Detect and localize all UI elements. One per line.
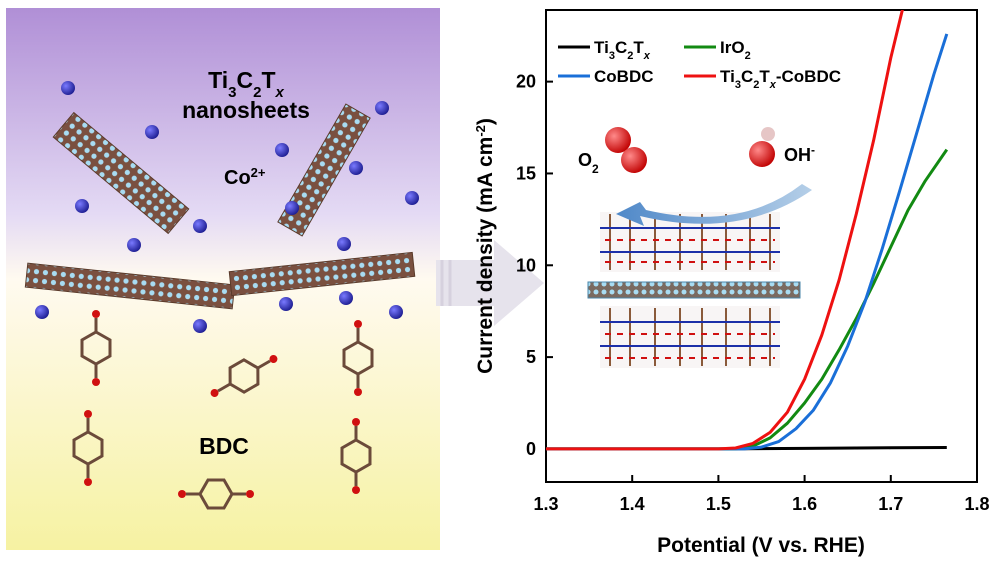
legend-label-cobdc: CoBDC [594,67,654,86]
bdc-molecules [72,310,374,510]
series-lines [546,10,949,451]
y-axis-label: Current density (mA cm-2) [473,118,498,374]
x-tick-label: 1.4 [620,494,645,514]
cobalt-ion [375,101,389,115]
o2-molecule-atom [605,127,631,153]
o2-molecule-atom [621,147,647,173]
cobalt-ion [193,219,207,233]
series-line-ti3c2tx-cobdc [546,10,904,451]
inset-structure: O2 OH- [578,127,815,368]
oh-hydrogen-atom [761,127,775,141]
bdc-molecule [342,320,374,396]
bdc-molecule [340,418,372,494]
cobalt-ion [405,191,419,205]
x-tick-label: 1.6 [792,494,817,514]
cobalt-ion [127,238,141,252]
series-line-iro2 [546,148,949,451]
y-tick-label: 20 [516,72,536,92]
x-tick-label: 1.7 [878,494,903,514]
y-tick-label: 15 [516,163,536,183]
bdc-molecule [72,410,104,486]
x-tick-label: 1.3 [533,494,558,514]
x-tick-label: 1.8 [964,494,989,514]
y-tick-label: 5 [526,347,536,367]
inset-nanosheet [587,281,801,299]
cobalt-ion [337,237,351,251]
synthesis-illustration: Ti3C2Tx nanosheets Co2+ BDC [6,8,440,550]
reaction-arc [616,184,812,226]
nanosheet-tilted-right [277,103,371,237]
mof-layer-bottom [600,306,780,368]
oh-label: OH- [784,143,815,165]
nanosheets-label-line2: nanosheets [182,97,310,123]
linker-label: BDC [199,433,249,459]
x-axis-label: Potential (V vs. RHE) [657,534,865,557]
series-line-cobdc [546,33,949,451]
cobalt-ions [35,81,419,333]
oh-oxygen-atom [749,141,775,167]
bdc-molecule [178,478,254,510]
cobalt-ion [61,81,75,95]
y-tick-label: 0 [526,439,536,459]
cobalt-ion [35,305,49,319]
cobalt-ion [339,291,353,305]
cobalt-ion [145,125,159,139]
cobalt-ion [285,201,299,215]
x-ticks: 1.3 1.4 1.5 1.6 1.7 1.8 [533,475,990,514]
nanosheet-flat-left [24,262,236,310]
cobalt-ion [193,319,207,333]
x-tick-label: 1.5 [706,494,731,514]
bdc-molecule [80,310,112,386]
cobalt-ion [275,143,289,157]
cobalt-ion [279,297,293,311]
nanosheet-flat-right [228,251,416,297]
cobalt-ion [389,305,403,319]
cobalt-ion [349,161,363,175]
nanosheet-tilted-left [52,111,190,235]
cobalt-ion [75,199,89,213]
process-arrow [436,240,544,326]
bdc-molecule [210,355,278,397]
y-tick-label: 10 [516,255,536,275]
